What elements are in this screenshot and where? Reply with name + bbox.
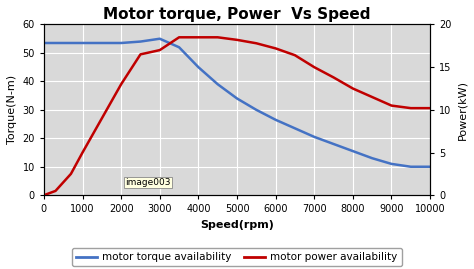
motor power availability — [331, 76, 337, 79]
Legend: motor torque availability, motor power availability: motor torque availability, motor power a… — [72, 248, 402, 267]
motor power availability — [99, 117, 105, 120]
motor torque availability — [369, 157, 375, 160]
motor torque availability — [176, 46, 182, 49]
motor torque availability — [331, 142, 337, 146]
motor torque availability — [137, 40, 143, 43]
motor torque availability — [118, 41, 124, 45]
motor torque availability — [60, 41, 66, 45]
motor torque availability — [350, 150, 356, 153]
motor torque availability — [157, 37, 163, 40]
motor power availability — [350, 87, 356, 90]
Text: image003: image003 — [125, 178, 171, 187]
motor torque availability — [311, 135, 317, 139]
motor power availability — [369, 95, 375, 99]
Line: motor torque availability: motor torque availability — [44, 39, 430, 167]
motor torque availability — [99, 41, 105, 45]
Y-axis label: Power(kW): Power(kW) — [457, 80, 467, 140]
motor power availability — [427, 107, 433, 110]
motor torque availability — [273, 118, 278, 121]
motor power availability — [137, 53, 143, 56]
motor power availability — [292, 54, 298, 57]
motor power availability — [254, 42, 259, 45]
motor power availability — [408, 107, 414, 110]
motor power availability — [80, 151, 85, 154]
motor power availability — [234, 38, 240, 41]
motor torque availability — [408, 165, 414, 168]
Line: motor power availability: motor power availability — [44, 37, 430, 195]
motor torque availability — [389, 162, 394, 165]
motor power availability — [215, 36, 220, 39]
motor torque availability — [234, 97, 240, 100]
motor power availability — [157, 48, 163, 52]
motor torque availability — [215, 83, 220, 86]
Title: Motor torque, Power  Vs Speed: Motor torque, Power Vs Speed — [103, 7, 371, 22]
motor power availability — [196, 36, 201, 39]
motor power availability — [41, 194, 47, 197]
motor power availability — [389, 104, 394, 107]
motor torque availability — [292, 127, 298, 130]
motor torque availability — [427, 165, 433, 168]
motor power availability — [68, 172, 74, 175]
motor power availability — [53, 189, 58, 193]
motor power availability — [311, 66, 317, 69]
motor power availability — [176, 36, 182, 39]
motor torque availability — [196, 66, 201, 69]
motor torque availability — [80, 41, 85, 45]
motor power availability — [118, 83, 124, 86]
Y-axis label: Torque(N-m): Torque(N-m) — [7, 75, 17, 144]
X-axis label: Speed(rpm): Speed(rpm) — [200, 220, 274, 230]
motor power availability — [273, 47, 278, 50]
motor torque availability — [254, 108, 259, 111]
motor torque availability — [41, 41, 47, 45]
